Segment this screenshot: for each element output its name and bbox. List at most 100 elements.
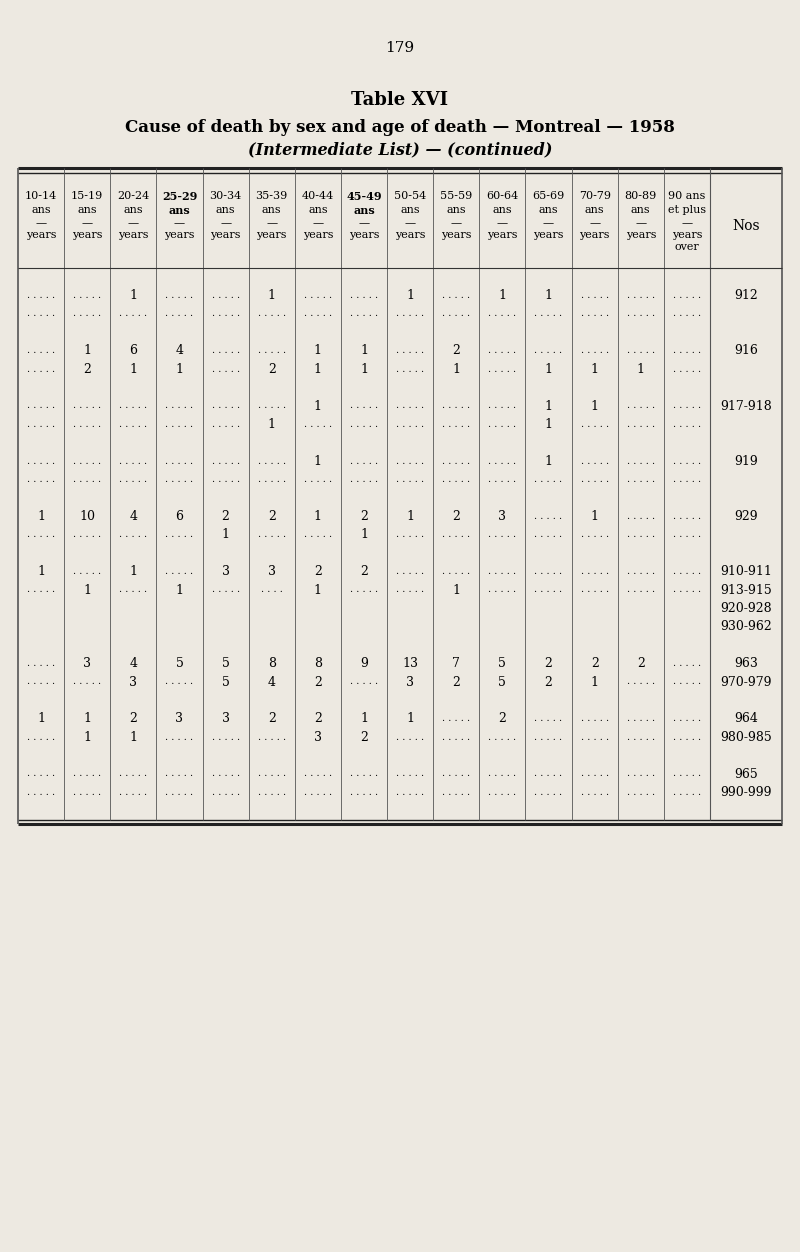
- Text: 1: 1: [545, 454, 553, 468]
- Text: 970-979: 970-979: [720, 676, 772, 689]
- Text: 2: 2: [360, 731, 368, 744]
- Text: —: —: [497, 218, 508, 228]
- Text: 2: 2: [545, 657, 553, 670]
- Text: . . . . .: . . . . .: [581, 586, 609, 595]
- Text: 10-14: 10-14: [25, 192, 57, 202]
- Text: 50-54: 50-54: [394, 192, 426, 202]
- Text: . . . . .: . . . . .: [442, 770, 470, 779]
- Text: . . . . .: . . . . .: [673, 770, 701, 779]
- Text: . . . . .: . . . . .: [304, 531, 332, 540]
- Text: . . . . .: . . . . .: [350, 586, 378, 595]
- Text: . . . . .: . . . . .: [442, 475, 470, 485]
- Text: . . . . .: . . . . .: [673, 567, 701, 576]
- Text: 5: 5: [222, 676, 230, 689]
- Text: 1: 1: [452, 583, 460, 596]
- Text: . . . . .: . . . . .: [350, 309, 378, 318]
- Text: . . . . .: . . . . .: [211, 732, 240, 741]
- Text: 1: 1: [360, 363, 368, 376]
- Text: 1: 1: [37, 510, 45, 523]
- Text: . . . . .: . . . . .: [488, 732, 517, 741]
- Text: . . . . .: . . . . .: [488, 364, 517, 373]
- Text: 2: 2: [498, 712, 506, 725]
- Text: . . . . .: . . . . .: [396, 788, 424, 798]
- Text: 8: 8: [314, 657, 322, 670]
- Text: Cause of death by sex and age of death — Montreal — 1958: Cause of death by sex and age of death —…: [125, 119, 675, 135]
- Text: . . . . .: . . . . .: [673, 364, 701, 373]
- Text: 2: 2: [360, 565, 368, 578]
- Text: —: —: [312, 218, 323, 228]
- Text: . . . . .: . . . . .: [626, 677, 655, 686]
- Text: ans: ans: [169, 204, 190, 215]
- Text: . . . . .: . . . . .: [211, 419, 240, 429]
- Text: . . . . .: . . . . .: [626, 457, 655, 466]
- Text: 4: 4: [175, 344, 183, 357]
- Text: 1: 1: [314, 399, 322, 412]
- Text: 2: 2: [314, 565, 322, 578]
- Text: 1: 1: [37, 712, 45, 725]
- Text: . . . . .: . . . . .: [166, 457, 194, 466]
- Text: 1: 1: [406, 510, 414, 523]
- Text: . . . . .: . . . . .: [350, 457, 378, 466]
- Text: 1: 1: [545, 399, 553, 412]
- Text: . . . . .: . . . . .: [673, 715, 701, 724]
- Text: ans: ans: [400, 205, 420, 215]
- Text: 4: 4: [130, 657, 138, 670]
- Text: 1: 1: [268, 289, 276, 302]
- Text: . . . . .: . . . . .: [581, 715, 609, 724]
- Text: —: —: [682, 218, 693, 228]
- Text: years: years: [302, 230, 333, 240]
- Text: ans: ans: [493, 205, 512, 215]
- Text: —: —: [128, 218, 139, 228]
- Text: . . . . .: . . . . .: [211, 364, 240, 373]
- Text: ans: ans: [78, 205, 97, 215]
- Text: —: —: [266, 218, 278, 228]
- Text: 2: 2: [590, 657, 598, 670]
- Text: . . . . .: . . . . .: [626, 402, 655, 411]
- Text: —: —: [450, 218, 462, 228]
- Text: . . . . .: . . . . .: [581, 788, 609, 798]
- Text: 6: 6: [130, 344, 138, 357]
- Text: . . . . .: . . . . .: [442, 309, 470, 318]
- Text: years: years: [349, 230, 379, 240]
- Text: 963: 963: [734, 657, 758, 670]
- Text: Table XVI: Table XVI: [351, 91, 449, 109]
- Text: . . . . .: . . . . .: [534, 512, 562, 521]
- Text: ans: ans: [538, 205, 558, 215]
- Text: . . . . .: . . . . .: [626, 770, 655, 779]
- Text: 1: 1: [360, 528, 368, 541]
- Text: 90 ans: 90 ans: [668, 192, 706, 202]
- Text: . . . . .: . . . . .: [166, 402, 194, 411]
- Text: . . . . .: . . . . .: [626, 715, 655, 724]
- Text: . . . . .: . . . . .: [396, 309, 424, 318]
- Text: . . . . .: . . . . .: [581, 770, 609, 779]
- Text: . . . . .: . . . . .: [211, 292, 240, 300]
- Text: 2: 2: [314, 676, 322, 689]
- Text: 1: 1: [130, 565, 138, 578]
- Text: . . . . .: . . . . .: [166, 531, 194, 540]
- Text: . . . . .: . . . . .: [442, 402, 470, 411]
- Text: . . . . .: . . . . .: [396, 770, 424, 779]
- Text: 2: 2: [637, 657, 645, 670]
- Text: 2: 2: [268, 363, 276, 376]
- Text: . . . . .: . . . . .: [488, 347, 517, 356]
- Text: . . . . .: . . . . .: [73, 788, 102, 798]
- Text: Nos: Nos: [732, 219, 760, 233]
- Text: . . . . .: . . . . .: [442, 457, 470, 466]
- Text: 1: 1: [590, 399, 598, 412]
- Text: . . . . .: . . . . .: [673, 732, 701, 741]
- Text: . . . . .: . . . . .: [211, 402, 240, 411]
- Text: ans: ans: [123, 205, 143, 215]
- Text: . . . . .: . . . . .: [626, 347, 655, 356]
- Text: 1: 1: [314, 583, 322, 596]
- Text: . . . . .: . . . . .: [304, 419, 332, 429]
- Text: 912: 912: [734, 289, 758, 302]
- Text: 3: 3: [314, 731, 322, 744]
- Text: years: years: [672, 230, 702, 240]
- Text: . . . . .: . . . . .: [488, 770, 517, 779]
- Text: 2: 2: [314, 712, 322, 725]
- Text: . . . .: . . . .: [261, 586, 282, 595]
- Text: . . . . .: . . . . .: [258, 770, 286, 779]
- Text: . . . . .: . . . . .: [673, 457, 701, 466]
- Text: . . . . .: . . . . .: [626, 419, 655, 429]
- Text: . . . . .: . . . . .: [258, 457, 286, 466]
